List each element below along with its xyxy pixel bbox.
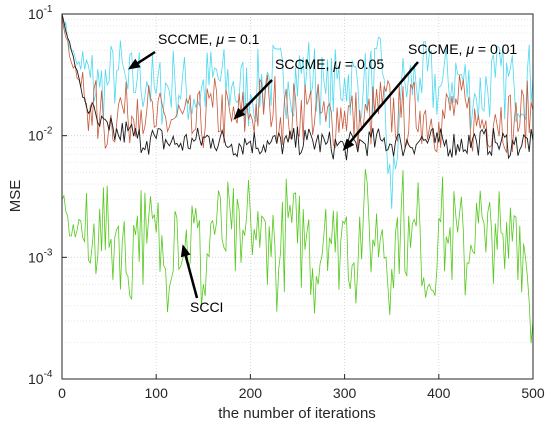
annotation-mu-0-01-arrow	[347, 61, 419, 145]
arrowhead-ann2	[233, 107, 246, 120]
plot-frame	[61, 13, 534, 380]
arrowheads	[127, 58, 355, 258]
annotation-mu-0-1-label: SCCME, μ = 0.1	[158, 31, 260, 47]
y-axis-label: MSE	[7, 180, 24, 213]
x-tick-label: 0	[58, 385, 66, 401]
annotation-mu-0-05-label: SCCME, μ = 0.05	[275, 56, 384, 72]
annotation-mu-0-05: SCCME, μ = 0.05	[239, 56, 384, 114]
arrowhead-ann3	[342, 138, 355, 151]
annotation-mu-0-01-label: SCCME, μ = 0.01	[408, 41, 517, 57]
x-axis-label: the number of iterations	[218, 405, 376, 422]
annotation-mu-0-1: SCCME, μ = 0.1	[135, 31, 260, 66]
annotation-mu-0-05-arrow	[239, 79, 273, 114]
series-line-mu_0_1	[61, 13, 534, 209]
y-tick-label: 10-1	[28, 4, 53, 22]
x-tick-label: 400	[427, 385, 451, 401]
annotation-mu-0-1-arrow	[135, 50, 156, 66]
annotation-scci-arrow	[183, 253, 199, 299]
y-tick-label: 10-3	[28, 247, 53, 265]
series-line-mu_0_01	[61, 13, 534, 161]
annotation-mu-0-01: SCCME, μ = 0.01	[347, 41, 517, 145]
annotation-scci-label: SCCI	[190, 299, 223, 315]
x-tick-label: 200	[239, 385, 263, 401]
series-line-mu_0_05	[61, 13, 534, 153]
ticks: 10-1 10-2 10-3 10-4 0 100 200 300 400 500	[28, 4, 545, 401]
annotation-scci: SCCI	[183, 253, 223, 315]
y-tick-label: 10-4	[28, 369, 53, 387]
x-tick-label: 300	[333, 385, 357, 401]
series-layer	[61, 13, 534, 344]
arrowhead-ann1	[127, 58, 141, 70]
series-line-scci	[61, 169, 534, 344]
arrowhead-ann4	[180, 244, 191, 258]
x-tick-label: 500	[521, 385, 545, 401]
y-tick-label: 10-2	[28, 126, 53, 144]
x-tick-label: 100	[145, 385, 169, 401]
